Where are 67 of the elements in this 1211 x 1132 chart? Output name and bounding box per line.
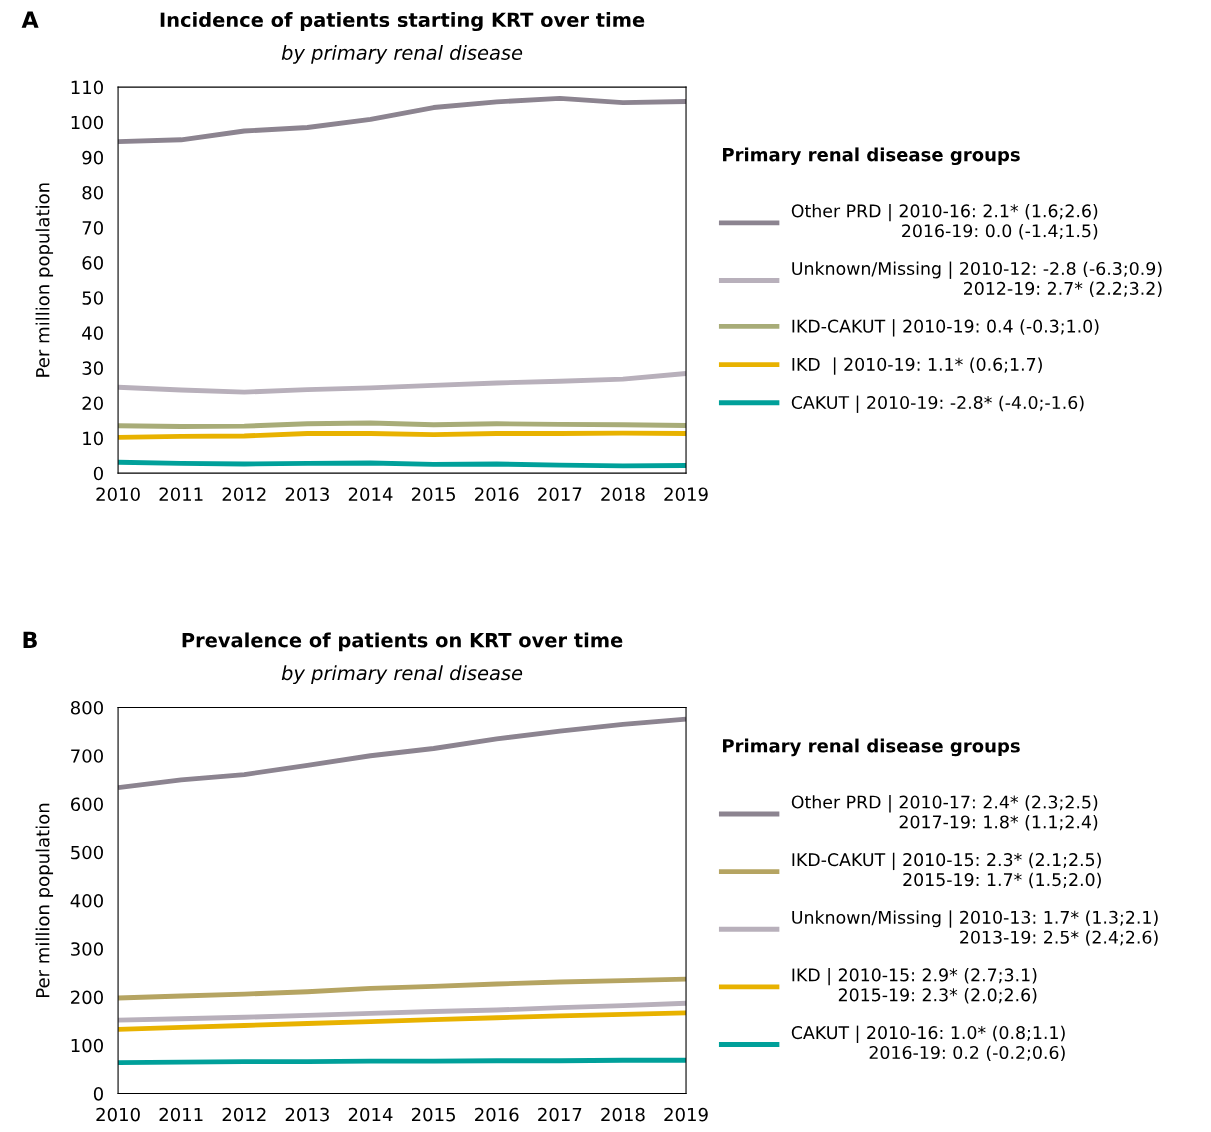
legend-label: CAKUT | 2010-19: -2.8* (-4.0;-1.6) [791, 395, 1084, 413]
y-tick-label: 90 [82, 150, 103, 165]
x-tick-label: 2012 [222, 1107, 266, 1122]
line-series [118, 1000, 687, 1023]
x-tick-label: 2016 [475, 1107, 519, 1122]
x-tick-label: 2015 [411, 1107, 455, 1122]
x-tick-label: 2011 [159, 1107, 203, 1122]
legend-label: CAKUT | 2010-16: 1.0* (0.8;1.1) 2016-19: 0.2 (-0.2;0.6) [791, 1025, 1065, 1062]
x-tick-label: 2013 [285, 487, 329, 502]
y-tick-label: 110 [71, 80, 103, 95]
y-tick-label: 100 [71, 115, 103, 130]
legend-label: IKD-CAKUT | 2010-19: 0.4 (-0.3;1.0) [792, 319, 1099, 337]
y-tick-label: 50 [82, 291, 103, 305]
y-tick-label: 200 [71, 990, 103, 1005]
y-tick-label: 700 [71, 749, 103, 763]
y-tick-label: 0 [93, 466, 103, 481]
chart-title: Prevalence of patients on KRT over time [182, 632, 623, 652]
chart-subtitle: by primary renal disease [281, 665, 523, 685]
y-tick-label: 100 [71, 1038, 103, 1053]
x-tick-label: 2013 [285, 1107, 329, 1122]
y-tick-label: 600 [70, 797, 103, 812]
y-tick-label: 80 [82, 185, 103, 200]
x-tick-label: 2015 [411, 487, 455, 502]
legend-label: Unknown/Missing | 2010-13: 1.7* (1.3;2.1) 2013-19: 2.5* (2.4;2.6) [792, 910, 1158, 946]
x-tick-label: 2010 [96, 1107, 140, 1122]
legend-title: Primary renal disease groups [723, 738, 1020, 757]
x-tick-label: 2019 [664, 1107, 708, 1122]
y-axis-title: Per million population [35, 183, 54, 377]
y-tick-label: 800 [70, 700, 103, 715]
legend-label: IKD-CAKUT | 2010-15: 2.3* (2.1;2.5) 2015-19: 1.7* (1.5;2.0) [792, 852, 1101, 889]
y-tick-label: 70 [82, 220, 103, 235]
y-axis-title: Per million population [35, 803, 54, 997]
line-series [118, 716, 687, 791]
y-tick-label: 10 [83, 431, 103, 446]
x-tick-label: 2010 [96, 487, 140, 502]
line-series [118, 1010, 687, 1032]
y-tick-label: 60 [82, 256, 103, 270]
x-tick-label: 2014 [348, 1107, 393, 1122]
y-tick-label: 300 [71, 942, 103, 956]
x-tick-label: 2017 [538, 487, 582, 502]
x-tick-label: 2012 [222, 487, 266, 502]
chart-title: Incidence of patients starting KRT over time [160, 12, 645, 32]
x-tick-label: 2016 [475, 487, 519, 502]
x-tick-label: 2019 [664, 487, 708, 502]
text: A [21, 11, 39, 28]
line-series [118, 976, 687, 1001]
legend-label: IKD | 2010-15: 2.9* (2.7;3.1) 2015-19: 2.3* (2.0;2.6) [792, 967, 1037, 1004]
x-tick-label: 2018 [601, 487, 645, 502]
y-tick-label: 500 [71, 845, 103, 860]
legend-label: Other PRD | 2010-17: 2.4* (2.3;2.5) 2017-19: 1.8* (1.1;2.4) [791, 795, 1098, 831]
x-tick-label: 2017 [538, 1107, 582, 1122]
y-tick-label: 30 [82, 361, 103, 376]
chart-subtitle: by primary renal disease [281, 44, 523, 64]
legend-title: Primary renal disease groups [723, 147, 1020, 166]
y-tick-label: 20 [82, 396, 103, 411]
x-tick-label: 2014 [348, 487, 393, 502]
line-series [118, 95, 687, 144]
legend-label: Other PRD | 2010-16: 2.1* (1.6;2.6) 2016-19: 0.0 (-1.4;1.5) [791, 203, 1098, 240]
legend-label: IKD | 2010-19: 1.1* (0.6;1.7) [792, 357, 1042, 375]
y-tick-label: 400 [70, 893, 103, 908]
y-tick-label: 0 [93, 1086, 103, 1101]
y-tick-label: 40 [82, 326, 103, 340]
x-tick-label: 2011 [159, 487, 203, 502]
line-series [118, 371, 687, 395]
x-tick-label: 2018 [601, 1107, 645, 1122]
legend-label: Unknown/Missing | 2010-12: -2.8 (-6.3;0.9) 2012-19: 2.7* (2.2;3.2) [792, 261, 1162, 298]
text: B [23, 631, 37, 649]
